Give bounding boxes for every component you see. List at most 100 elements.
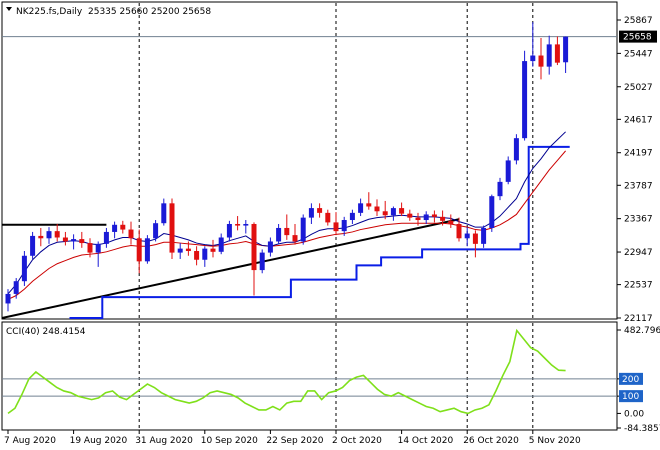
price-tick-label: 22117 — [624, 314, 653, 324]
last-price-label: 25658 — [623, 33, 652, 43]
cci-tick-label: 200 — [622, 375, 639, 385]
candle-body — [71, 239, 77, 242]
candle-body — [554, 44, 560, 63]
candle-body — [46, 231, 52, 239]
x-tick-label: 26 Oct 2020 — [463, 436, 519, 446]
x-tick-label: 5 Nov 2020 — [529, 436, 581, 446]
candle-body — [522, 61, 528, 139]
cci-panel: 482.7966 200 100 0.00 -84.3857 CCI(40) 248.4… — [1, 321, 660, 434]
symbol-dropdown-icon[interactable] — [6, 7, 12, 11]
candle-body — [308, 208, 314, 218]
candle-body — [407, 213, 413, 218]
candle-body — [464, 233, 470, 239]
candle-body — [202, 248, 208, 260]
cci-levels — [2, 378, 617, 397]
candle-body — [349, 212, 355, 221]
candle-body — [472, 233, 478, 244]
price-y-axis: 25867 25447 25027 24617 24197 23787 23367 22947… — [617, 16, 657, 324]
candle-body — [144, 238, 150, 262]
candle-body — [235, 223, 241, 226]
candle-body — [382, 211, 388, 216]
x-tick-label: 22 Sep 2020 — [266, 436, 323, 446]
candle-body — [87, 243, 93, 253]
candle-body — [21, 255, 27, 282]
candle-body — [390, 208, 396, 216]
candle-body — [30, 235, 36, 256]
candle-body — [243, 223, 249, 226]
candle-body — [505, 160, 511, 182]
x-tick-label: 2 Oct 2020 — [332, 436, 382, 446]
candle-body — [136, 238, 142, 262]
cci-line-group — [7, 328, 566, 415]
candle-body — [177, 248, 183, 253]
cci-title: CCI(40) 248.4154 — [6, 327, 86, 337]
candle-body — [538, 55, 544, 67]
candle-body — [481, 227, 487, 244]
candle-body — [5, 293, 11, 304]
candle-body — [300, 217, 306, 242]
candle-body — [423, 214, 429, 221]
ema-fast-line — [7, 131, 566, 295]
candle-body — [456, 223, 462, 239]
candle-body — [62, 237, 68, 242]
price-tick-label: 22537 — [624, 281, 653, 291]
price-overlays — [1, 36, 617, 319]
candle-body — [120, 224, 126, 230]
candle-body — [366, 203, 372, 207]
candle-body — [169, 203, 175, 253]
price-tick-label: 22947 — [624, 248, 653, 258]
candle-body — [259, 252, 265, 271]
price-tick-label: 24197 — [624, 149, 653, 159]
x-tick-label: 10 Sep 2020 — [201, 436, 258, 446]
candle-body — [267, 241, 273, 253]
cci-tick-label: -84.3857 — [624, 424, 660, 434]
candle-body — [79, 239, 85, 244]
candle-body — [276, 227, 282, 242]
candle-body — [341, 220, 347, 232]
candle-body — [161, 203, 167, 224]
cci-panel-frame — [1, 321, 618, 431]
candle-body — [333, 222, 339, 232]
ema-slow-line — [7, 150, 566, 300]
price-tick-label: 23787 — [624, 181, 653, 191]
chart-title: NK225.fs,Daily — [16, 7, 83, 17]
cci-tick-label: 0.00 — [624, 409, 644, 419]
price-tick-label: 25447 — [624, 49, 653, 59]
cci-level-box — [619, 372, 643, 385]
candle-body — [112, 224, 118, 232]
candle-body — [13, 281, 19, 294]
candle-body — [530, 55, 536, 62]
candle-body — [210, 248, 216, 252]
candle-body — [226, 223, 232, 238]
candle-body — [153, 223, 159, 239]
x-tick-label: 19 Aug 2020 — [70, 436, 128, 446]
candle-body — [358, 203, 364, 213]
candle-body — [251, 223, 257, 271]
candle-body — [513, 138, 519, 161]
candle-body — [38, 235, 44, 239]
candles — [5, 22, 569, 312]
chart-header: NK225.fs,Daily 25335 25660 25200 25658 — [6, 7, 211, 17]
stop-line — [69, 145, 570, 319]
cci-tick-label: 100 — [622, 392, 639, 402]
cci-tick-label: 482.7966 — [624, 326, 660, 336]
price-vertical-gridlines — [138, 3, 534, 318]
ohlc-header: 25335 25660 25200 25658 — [88, 7, 211, 17]
price-panel: 25867 25447 25027 24617 24197 23787 23367 22947… — [1, 1, 657, 324]
candle-body — [95, 243, 101, 253]
candle-body — [563, 36, 569, 63]
x-tick-label: 7 Aug 2020 — [4, 436, 56, 446]
cci-y-axis: 482.7966 200 100 0.00 -84.3857 — [617, 326, 660, 434]
candle-body — [546, 44, 552, 67]
price-tick-label: 24617 — [624, 115, 653, 125]
candle-body — [317, 208, 323, 213]
candle-body — [431, 214, 437, 217]
candle-body — [54, 231, 60, 238]
candle-body — [415, 217, 421, 221]
cci-level-box — [619, 390, 643, 403]
candle-body — [497, 181, 503, 197]
x-axis: 7 Aug 2020 19 Aug 2020 31 Aug 2020 10 Sep 2… — [4, 430, 581, 446]
candle-body — [218, 237, 224, 252]
cci-line — [7, 328, 566, 415]
